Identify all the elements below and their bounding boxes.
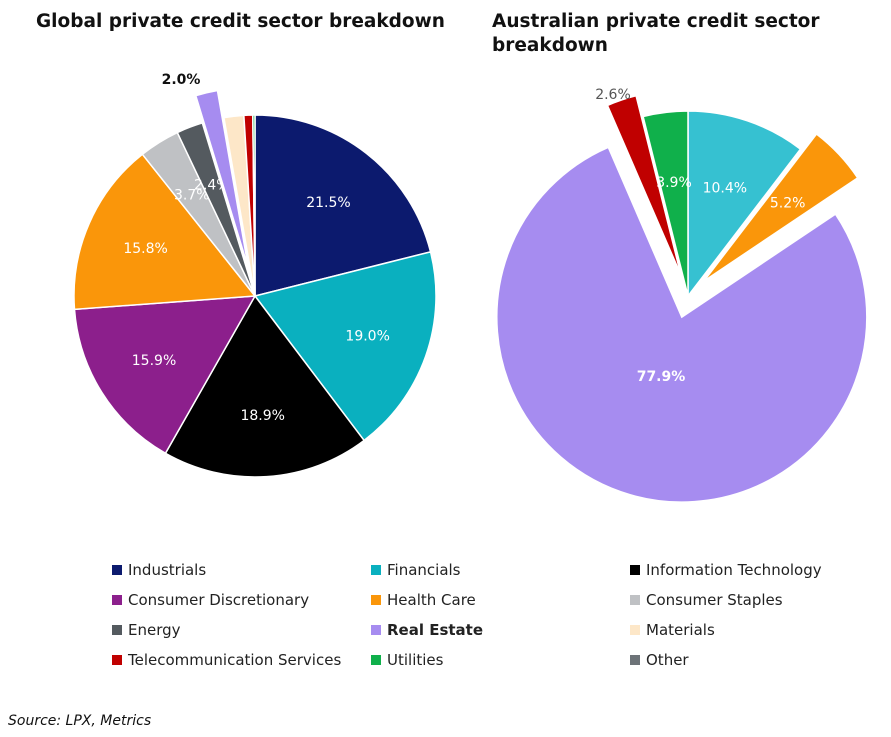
global-slice-real-estate: [194, 89, 250, 269]
legend-swatch: [371, 655, 381, 665]
global-label-information-technology: 18.9%: [240, 408, 284, 424]
global-slice-health-care: [73, 153, 257, 311]
legend-label: Consumer Staples: [646, 591, 783, 609]
legend-label: Materials: [646, 621, 715, 639]
legend-swatch: [630, 655, 640, 665]
legend-swatch: [112, 655, 122, 665]
global-label-health-care: 15.8%: [123, 241, 167, 257]
global-label-consumer-discretionary: 15.9%: [132, 353, 176, 369]
legend-item-information-technology: Information Technology: [630, 560, 872, 580]
legend-label: Industrials: [128, 561, 207, 579]
legend-item-utilities: Utilities: [371, 650, 630, 670]
legend-label: Consumer Discretionary: [128, 591, 310, 609]
legend-label: Other: [646, 651, 689, 669]
legend-swatch: [112, 565, 122, 575]
source-note: Source: LPX, Metrics: [8, 713, 152, 729]
global-slice-information-technology: [164, 294, 366, 478]
legend-item-telecommunication-services: Telecommunication Services: [112, 650, 371, 670]
legend: Industrials Financials Information Technol…: [112, 560, 872, 670]
legend-swatch: [630, 595, 640, 605]
legend-item-consumer-staples: Consumer Staples: [630, 590, 872, 610]
legend-swatch: [371, 565, 381, 575]
legend-label: Health Care: [387, 591, 476, 609]
global-slice-utilities: [252, 114, 256, 297]
global-slice-energy: [176, 121, 256, 297]
global-label-energy: 2.4%: [194, 178, 230, 194]
legend-item-energy: Energy: [112, 620, 371, 640]
legend-item-consumer-discretionary: Consumer Discretionary: [112, 590, 371, 610]
legend-label: Information Technology: [646, 561, 822, 579]
legend-label: Real Estate: [387, 621, 484, 639]
global-label-financials: 19.0%: [345, 329, 389, 345]
global-slice-consumer-discretionary: [73, 295, 257, 455]
legend-label: Financials: [387, 561, 461, 579]
legend-swatch: [112, 625, 122, 635]
legend-item-materials: Materials: [630, 620, 872, 640]
legend-swatch: [112, 595, 122, 605]
global-slice-industrials: [254, 114, 432, 297]
australian-chart-title: Australian private credit sector breakdo…: [492, 11, 820, 56]
global-label-consumer-staples: 3.7%: [174, 188, 210, 204]
legend-label: Utilities: [387, 651, 444, 669]
global-slice-financials: [253, 250, 437, 442]
legend-swatch: [630, 625, 640, 635]
legend-label: Telecommunication Services: [128, 651, 342, 669]
global-chart-title: Global private credit sector breakdown: [36, 11, 445, 32]
legend-swatch: [371, 625, 381, 635]
global-label-real-estate: 2.0%: [162, 72, 201, 88]
legend-item-real-estate: Real Estate: [371, 620, 630, 640]
legend-item-financials: Financials: [371, 560, 630, 580]
legend-item-industrials: Industrials: [112, 560, 371, 580]
legend-swatch: [630, 565, 640, 575]
legend-item-other: Other: [630, 650, 872, 670]
legend-label: Energy: [128, 621, 181, 639]
legend-swatch: [371, 595, 381, 605]
global-label-industrials: 21.5%: [306, 195, 350, 211]
legend-item-health-care: Health Care: [371, 590, 630, 610]
